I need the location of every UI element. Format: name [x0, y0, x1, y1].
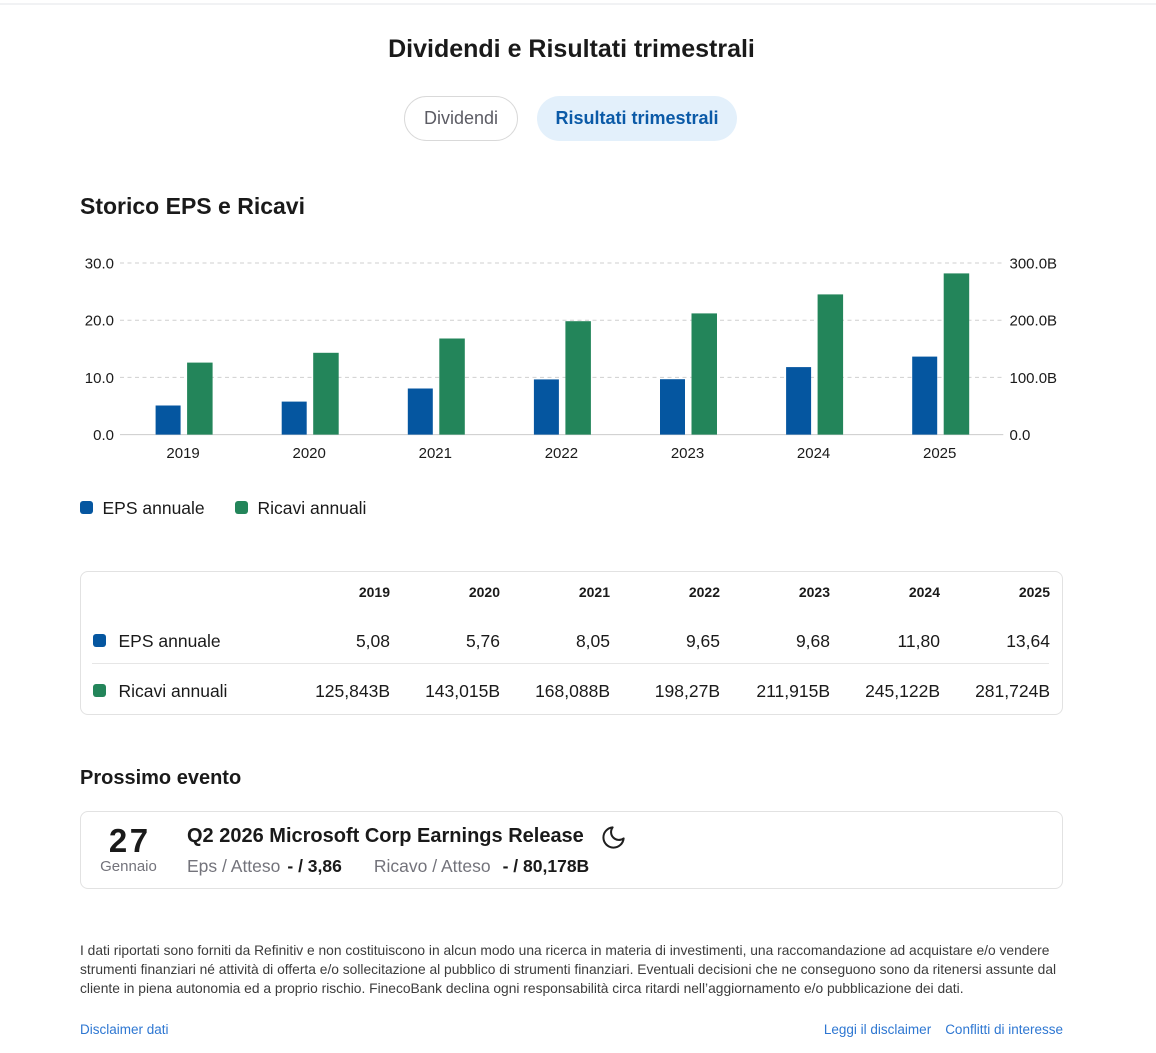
svg-text:2020: 2020	[293, 445, 326, 462]
svg-text:2024: 2024	[797, 445, 830, 462]
svg-text:0.0: 0.0	[1010, 427, 1031, 444]
svg-text:10.0: 10.0	[85, 370, 114, 387]
svg-text:2022: 2022	[545, 445, 578, 462]
svg-text:2021: 2021	[419, 445, 452, 462]
svg-text:2023: 2023	[671, 445, 704, 462]
svg-text:0.0: 0.0	[93, 427, 114, 444]
svg-text:300.0B: 300.0B	[1010, 255, 1058, 272]
svg-text:200.0B: 200.0B	[1010, 313, 1058, 330]
svg-text:2025: 2025	[923, 445, 956, 462]
svg-text:100.0B: 100.0B	[1010, 370, 1058, 387]
svg-text:2019: 2019	[166, 445, 199, 462]
svg-text:20.0: 20.0	[85, 313, 114, 330]
svg-text:30.0: 30.0	[85, 255, 114, 272]
